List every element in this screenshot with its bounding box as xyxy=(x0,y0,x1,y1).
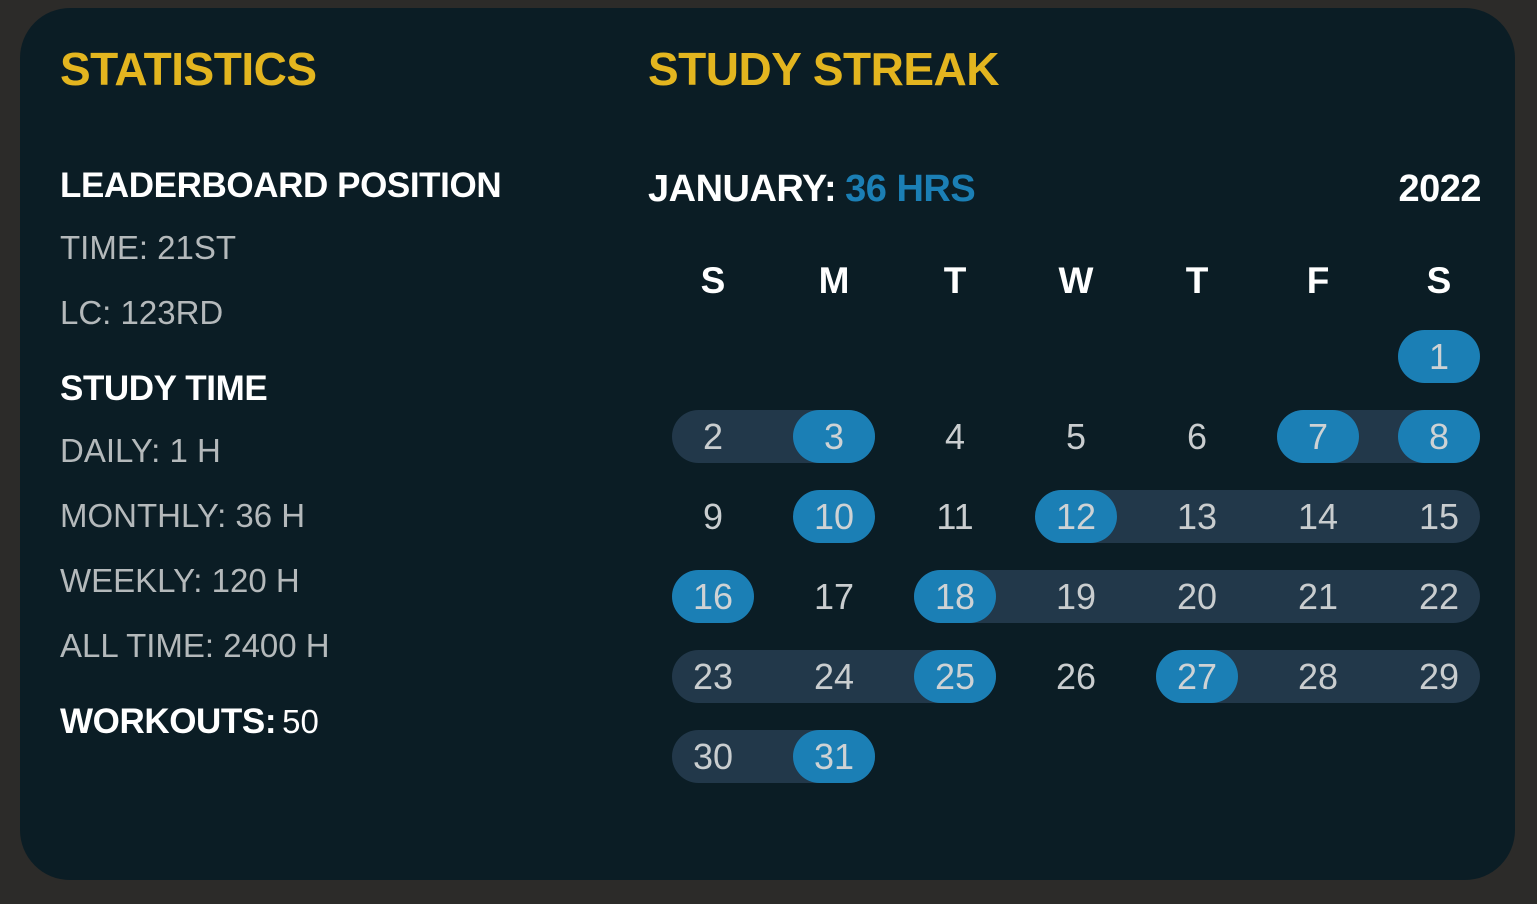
study-time-weekly: WEEKLY: 120 H xyxy=(60,562,300,599)
calendar-dow-3: W xyxy=(1058,260,1094,301)
calendar-day-active[interactable]: 18 xyxy=(914,570,996,623)
calendar-dow-6: S xyxy=(1426,260,1452,301)
calendar-day-active[interactable]: 8 xyxy=(1398,410,1480,463)
calendar-day[interactable]: 13 xyxy=(1176,496,1218,537)
calendar-day[interactable]: 17 xyxy=(813,576,855,617)
calendar-day-active[interactable]: 27 xyxy=(1156,650,1238,703)
study-time-monthly: MONTHLY: 36 H xyxy=(60,497,306,534)
calendar-day-active[interactable]: 12 xyxy=(1035,490,1117,543)
calendar-week-row: 23 24 25 26 27 28 29 xyxy=(648,650,1495,730)
calendar-day[interactable]: 6 xyxy=(1186,416,1208,457)
calendar-dow-0: S xyxy=(700,260,726,301)
study-time-daily: DAILY: 1 H xyxy=(60,432,221,469)
calendar-dow-4: T xyxy=(1185,260,1209,301)
calendar-year-label: 2022 xyxy=(1398,168,1481,210)
calendar-day-active[interactable]: 10 xyxy=(793,490,875,543)
statistics-panel: STATISTICS LEADERBOARD POSITION TIME: 21… xyxy=(60,46,620,739)
calendar-day[interactable]: 4 xyxy=(944,416,966,457)
calendar-month-hours: 36 HRS xyxy=(845,168,976,210)
workouts-label: WORKOUTS: xyxy=(60,702,277,741)
calendar-day[interactable]: 30 xyxy=(692,736,734,777)
calendar-day[interactable]: 5 xyxy=(1065,416,1087,457)
calendar-day[interactable]: 22 xyxy=(1418,576,1460,617)
calendar-day[interactable]: 9 xyxy=(702,496,724,537)
streak-calendar: S M T W T F S 1 2 3 4 5 6 7 8 9 10 11 12 13 14 15 16 17 18 19 20 21… xyxy=(648,254,1495,810)
workouts-row: WORKOUTS: 50 xyxy=(60,704,620,739)
calendar-day[interactable]: 15 xyxy=(1418,496,1460,537)
workouts-value: 50 xyxy=(282,703,319,740)
calendar-day[interactable]: 29 xyxy=(1418,656,1460,697)
calendar-month-header: JANUARY: 36 HRS 2022 xyxy=(648,168,1488,214)
calendar-day[interactable]: 19 xyxy=(1055,576,1097,617)
calendar-day[interactable]: 28 xyxy=(1297,656,1339,697)
calendar-week-row: 16 17 18 19 20 21 22 xyxy=(648,570,1495,650)
calendar-day-active[interactable]: 1 xyxy=(1398,330,1480,383)
study-time-all-time: ALL TIME: 2400 H xyxy=(60,627,330,664)
calendar-day-active[interactable]: 3 xyxy=(793,410,875,463)
calendar-day[interactable]: 23 xyxy=(692,656,734,697)
calendar-day[interactable]: 14 xyxy=(1297,496,1339,537)
calendar-day-active[interactable]: 25 xyxy=(914,650,996,703)
study-time-heading: STUDY TIME xyxy=(60,369,268,408)
calendar-dow-1: M xyxy=(818,260,850,301)
calendar-month-label: JANUARY: xyxy=(648,168,837,210)
study-streak-title: STUDY STREAK xyxy=(648,43,999,95)
calendar-day-active[interactable]: 31 xyxy=(793,730,875,783)
statistics-title: STATISTICS xyxy=(60,43,317,95)
calendar-week-row: 1 xyxy=(648,330,1495,410)
calendar-dow-2: T xyxy=(943,260,967,301)
calendar-day[interactable]: 20 xyxy=(1176,576,1218,617)
calendar-week-row: 9 10 11 12 13 14 15 xyxy=(648,490,1495,570)
calendar-dow-5: F xyxy=(1306,260,1330,301)
calendar-day[interactable]: 2 xyxy=(702,416,724,457)
calendar-day[interactable]: 24 xyxy=(813,656,855,697)
calendar-day-active[interactable]: 7 xyxy=(1277,410,1359,463)
streak-range-bar xyxy=(914,570,1480,623)
calendar-day[interactable]: 11 xyxy=(936,496,974,537)
leaderboard-position-heading: LEADERBOARD POSITION xyxy=(60,166,502,205)
calendar-day[interactable]: 21 xyxy=(1297,576,1339,617)
calendar-week-row: 30 31 xyxy=(648,730,1495,810)
leaderboard-time-rank: TIME: 21ST xyxy=(60,229,237,266)
calendar-day[interactable]: 26 xyxy=(1055,656,1097,697)
statistics-card: STATISTICS LEADERBOARD POSITION TIME: 21… xyxy=(20,8,1515,880)
leaderboard-lc-rank: LC: 123RD xyxy=(60,294,224,331)
calendar-day-active[interactable]: 16 xyxy=(672,570,754,623)
